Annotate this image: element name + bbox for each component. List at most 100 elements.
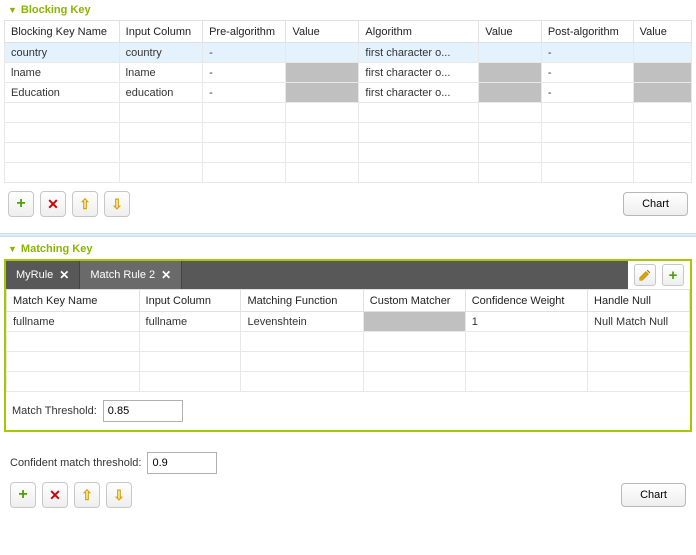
matching-panel: MyRule✕ Match Rule 2 ✕ + Match Key NameInp…	[4, 259, 692, 432]
blocking-panel: Blocking Key NameInput ColumnPre-algorit…	[4, 20, 692, 225]
move-down-button[interactable]: ⇩	[104, 191, 130, 217]
table-cell: Null Match Null	[588, 312, 690, 332]
table-cell	[541, 143, 633, 163]
column-header[interactable]: Value	[286, 21, 359, 43]
table-cell	[5, 143, 120, 163]
table-cell	[479, 103, 542, 123]
table-cell	[286, 43, 359, 63]
confident-threshold-label: Confident match threshold:	[10, 457, 141, 469]
table-cell	[479, 83, 542, 103]
move-up-button[interactable]: ⇧	[72, 191, 98, 217]
column-header[interactable]: Matching Function	[241, 290, 363, 312]
table-cell	[7, 352, 140, 372]
table-cell	[119, 163, 202, 183]
tab[interactable]: MyRule✕	[6, 261, 80, 289]
table-cell	[363, 372, 465, 392]
table-cell: fullname	[139, 312, 241, 332]
table-cell: education	[119, 83, 202, 103]
table-cell	[203, 143, 286, 163]
delete-button[interactable]: ✕	[40, 191, 66, 217]
column-header[interactable]: Custom Matcher	[363, 290, 465, 312]
column-header[interactable]: Input Column	[139, 290, 241, 312]
blocking-table: Blocking Key NameInput ColumnPre-algorit…	[4, 20, 692, 183]
table-row	[5, 123, 692, 143]
table-cell: lname	[119, 63, 202, 83]
table-row[interactable]: countrycountry-first character o...-	[5, 43, 692, 63]
table-cell	[286, 163, 359, 183]
table-cell: -	[541, 83, 633, 103]
table-cell	[633, 163, 691, 183]
close-icon[interactable]: ✕	[161, 268, 171, 282]
chart-button[interactable]: Chart	[621, 483, 686, 507]
column-header[interactable]: Value	[633, 21, 691, 43]
table-cell: -	[541, 43, 633, 63]
table-row[interactable]: lnamelname-first character o...-	[5, 63, 692, 83]
table-cell: -	[203, 83, 286, 103]
add-button[interactable]: +	[10, 482, 36, 508]
column-header[interactable]: Post-algorithm	[541, 21, 633, 43]
table-cell	[363, 352, 465, 372]
matching-table: Match Key NameInput ColumnMatching Funct…	[6, 289, 690, 392]
column-header[interactable]: Value	[479, 21, 542, 43]
table-cell	[479, 43, 542, 63]
confident-threshold-input[interactable]	[147, 452, 217, 474]
table-cell	[479, 123, 542, 143]
delete-button[interactable]: ✕	[42, 482, 68, 508]
disclosure-icon: ▼	[8, 244, 17, 254]
column-header[interactable]: Match Key Name	[7, 290, 140, 312]
column-header[interactable]: Pre-algorithm	[203, 21, 286, 43]
column-header[interactable]: Algorithm	[359, 21, 479, 43]
table-cell	[359, 123, 479, 143]
column-header[interactable]: Handle Null	[588, 290, 690, 312]
table-row	[5, 143, 692, 163]
table-cell: fullname	[7, 312, 140, 332]
table-cell	[633, 103, 691, 123]
tab[interactable]: Match Rule 2 ✕	[80, 261, 182, 289]
table-row[interactable]: Educationeducation-first character o...-	[5, 83, 692, 103]
table-cell	[5, 163, 120, 183]
table-cell	[588, 352, 690, 372]
close-icon[interactable]: ✕	[59, 268, 69, 282]
section-divider	[0, 233, 696, 237]
table-cell: country	[5, 43, 120, 63]
move-up-button[interactable]: ⇧	[74, 482, 100, 508]
move-down-button[interactable]: ⇩	[106, 482, 132, 508]
table-cell	[5, 123, 120, 143]
table-cell	[465, 352, 587, 372]
table-cell: Education	[5, 83, 120, 103]
edit-rule-button[interactable]	[634, 264, 656, 286]
table-cell: -	[203, 63, 286, 83]
table-cell	[359, 143, 479, 163]
blocking-title: Blocking Key	[21, 4, 91, 16]
chart-button[interactable]: Chart	[623, 192, 688, 216]
table-cell	[363, 312, 465, 332]
table-row	[7, 372, 690, 392]
table-cell: Levenshtein	[241, 312, 363, 332]
column-header[interactable]: Blocking Key Name	[5, 21, 120, 43]
blocking-section-header[interactable]: ▼ Blocking Key	[0, 0, 696, 20]
table-cell	[479, 63, 542, 83]
table-cell	[139, 372, 241, 392]
column-header[interactable]: Input Column	[119, 21, 202, 43]
table-cell	[7, 372, 140, 392]
table-cell	[363, 332, 465, 352]
match-threshold-input[interactable]	[103, 400, 183, 422]
tab-bar: MyRule✕ Match Rule 2 ✕ +	[6, 261, 690, 289]
table-cell	[633, 63, 691, 83]
add-rule-button[interactable]: +	[662, 264, 684, 286]
table-row[interactable]: fullnamefullnameLevenshtein1Null Match N…	[7, 312, 690, 332]
table-cell	[541, 103, 633, 123]
table-cell	[286, 123, 359, 143]
table-cell: first character o...	[359, 63, 479, 83]
table-cell	[119, 123, 202, 143]
column-header[interactable]: Confidence Weight	[465, 290, 587, 312]
table-row	[5, 163, 692, 183]
table-cell	[286, 83, 359, 103]
add-button[interactable]: +	[8, 191, 34, 217]
matching-toolbar: + ✕ ⇧ ⇩ Chart	[0, 474, 696, 516]
table-cell	[541, 163, 633, 183]
confident-threshold-row: Confident match threshold:	[0, 442, 696, 474]
matching-section-header[interactable]: ▼ Matching Key	[0, 239, 696, 259]
tab-label: Match Rule 2	[90, 269, 155, 281]
table-cell	[633, 83, 691, 103]
